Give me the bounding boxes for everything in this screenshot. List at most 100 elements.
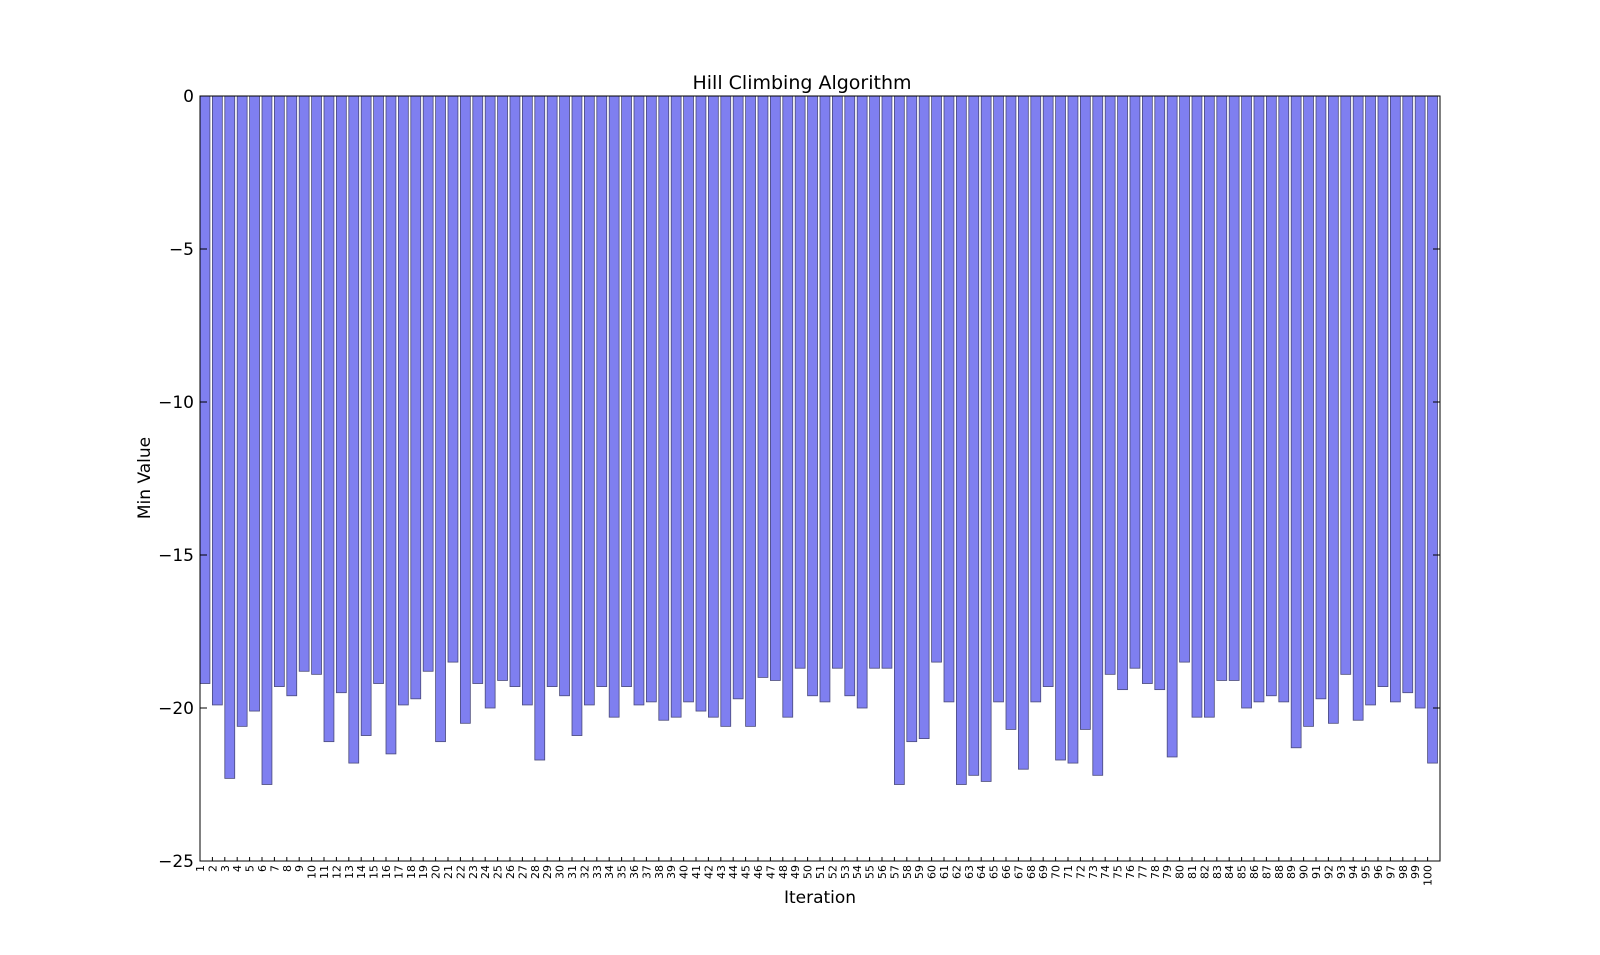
x-tick-label: 81 <box>1186 865 1199 879</box>
bar-20 <box>435 95 446 743</box>
x-tick-label: 86 <box>1248 865 1261 879</box>
x-tick-label: 74 <box>1099 865 1112 879</box>
bar-86 <box>1253 95 1265 703</box>
bar-39 <box>670 95 682 718</box>
bar-75 <box>1117 95 1128 691</box>
x-tick-label: 91 <box>1310 865 1323 879</box>
x-tick-label: 66 <box>1000 865 1013 879</box>
bar-56 <box>881 95 893 669</box>
bar-44 <box>732 95 744 700</box>
bar-77 <box>1142 95 1153 684</box>
bar-4 <box>236 95 248 727</box>
x-tick-label: 1 <box>194 865 207 872</box>
bar-15 <box>373 95 384 684</box>
x-tick-label: 60 <box>926 865 939 879</box>
x-tick-label: 10 <box>306 865 319 879</box>
bar-3 <box>224 95 236 779</box>
bar-80 <box>1179 95 1190 663</box>
bar-1 <box>199 95 211 684</box>
bar-33 <box>596 95 608 687</box>
bar-70 <box>1055 95 1066 761</box>
bar-52 <box>832 95 843 669</box>
x-tick-label: 57 <box>888 865 901 879</box>
bar-61 <box>943 95 955 703</box>
x-tick-label: 99 <box>1409 865 1422 879</box>
bar-85 <box>1241 95 1252 709</box>
x-tick-label: 64 <box>975 865 988 879</box>
x-tick-label: 68 <box>1025 865 1038 879</box>
x-tick-label: 97 <box>1384 865 1397 879</box>
bar-93 <box>1340 95 1352 675</box>
x-tick-label: 37 <box>640 865 653 879</box>
bar-51 <box>819 95 831 703</box>
y-tick-label: 0 <box>183 87 194 107</box>
x-tick-label: 58 <box>901 865 914 879</box>
x-tick-label: 50 <box>802 865 815 879</box>
x-tick-label: 43 <box>715 865 728 879</box>
x-tick-label: 88 <box>1273 865 1286 879</box>
bar-58 <box>906 95 918 743</box>
bar-74 <box>1104 95 1116 675</box>
bar-19 <box>422 95 434 672</box>
x-tick-label: 72 <box>1074 865 1087 879</box>
x-tick-label: 7 <box>268 865 281 872</box>
x-tick-label: 41 <box>690 865 703 879</box>
x-tick-label: 61 <box>938 865 951 879</box>
x-tick-label: 84 <box>1223 865 1236 879</box>
bar-7 <box>273 95 285 687</box>
bar-100 <box>1427 95 1438 764</box>
bar-10 <box>311 95 322 675</box>
bar-17 <box>397 95 409 706</box>
x-tick-label: 89 <box>1285 865 1298 879</box>
bar-16 <box>385 95 397 755</box>
bar-26 <box>509 95 521 687</box>
x-tick-label: 73 <box>1087 865 1100 879</box>
bar-13 <box>348 95 360 764</box>
x-tick-label: 53 <box>839 865 852 879</box>
x-tick-label: 3 <box>219 865 232 872</box>
x-tick-label: 36 <box>628 865 641 879</box>
bar-41 <box>695 95 707 712</box>
bar-36 <box>633 95 645 706</box>
bar-68 <box>1030 95 1042 703</box>
bar-34 <box>608 95 620 718</box>
bar-50 <box>807 95 818 697</box>
bar-38 <box>658 95 670 721</box>
x-tick-label: 90 <box>1298 865 1311 879</box>
x-tick-label: 49 <box>789 865 802 879</box>
bar-35 <box>621 95 632 687</box>
bar-42 <box>708 95 719 718</box>
x-tick-label: 8 <box>281 865 294 872</box>
x-tick-label: 26 <box>504 865 517 879</box>
bar-48 <box>782 95 794 718</box>
x-tick-label: 14 <box>355 865 368 879</box>
x-tick-label: 33 <box>591 865 604 879</box>
bar-28 <box>534 95 546 761</box>
x-tick-label: 83 <box>1211 865 1224 879</box>
bar-27 <box>522 95 533 706</box>
y-tick-label: −20 <box>158 699 194 719</box>
x-tick-label: 38 <box>653 865 666 879</box>
bar-18 <box>410 95 422 700</box>
bar-54 <box>856 95 868 709</box>
bar-8 <box>286 95 298 697</box>
x-tick-label: 87 <box>1260 865 1273 879</box>
x-tick-label: 28 <box>529 865 542 879</box>
bar-45 <box>745 95 756 727</box>
x-tick-label: 65 <box>988 865 1001 879</box>
bar-2 <box>211 95 223 706</box>
bar-14 <box>360 95 372 736</box>
x-tick-label: 15 <box>368 865 381 879</box>
bar-25 <box>497 95 508 681</box>
bar-63 <box>968 95 980 776</box>
x-tick-label: 11 <box>318 865 331 879</box>
x-tick-label: 71 <box>1062 865 1075 879</box>
bar-83 <box>1216 95 1228 681</box>
bar-12 <box>335 95 347 694</box>
bar-22 <box>459 95 471 724</box>
x-tick-label: 24 <box>479 865 492 879</box>
bar-84 <box>1228 95 1240 681</box>
bar-11 <box>323 95 335 743</box>
bar-78 <box>1154 95 1166 691</box>
